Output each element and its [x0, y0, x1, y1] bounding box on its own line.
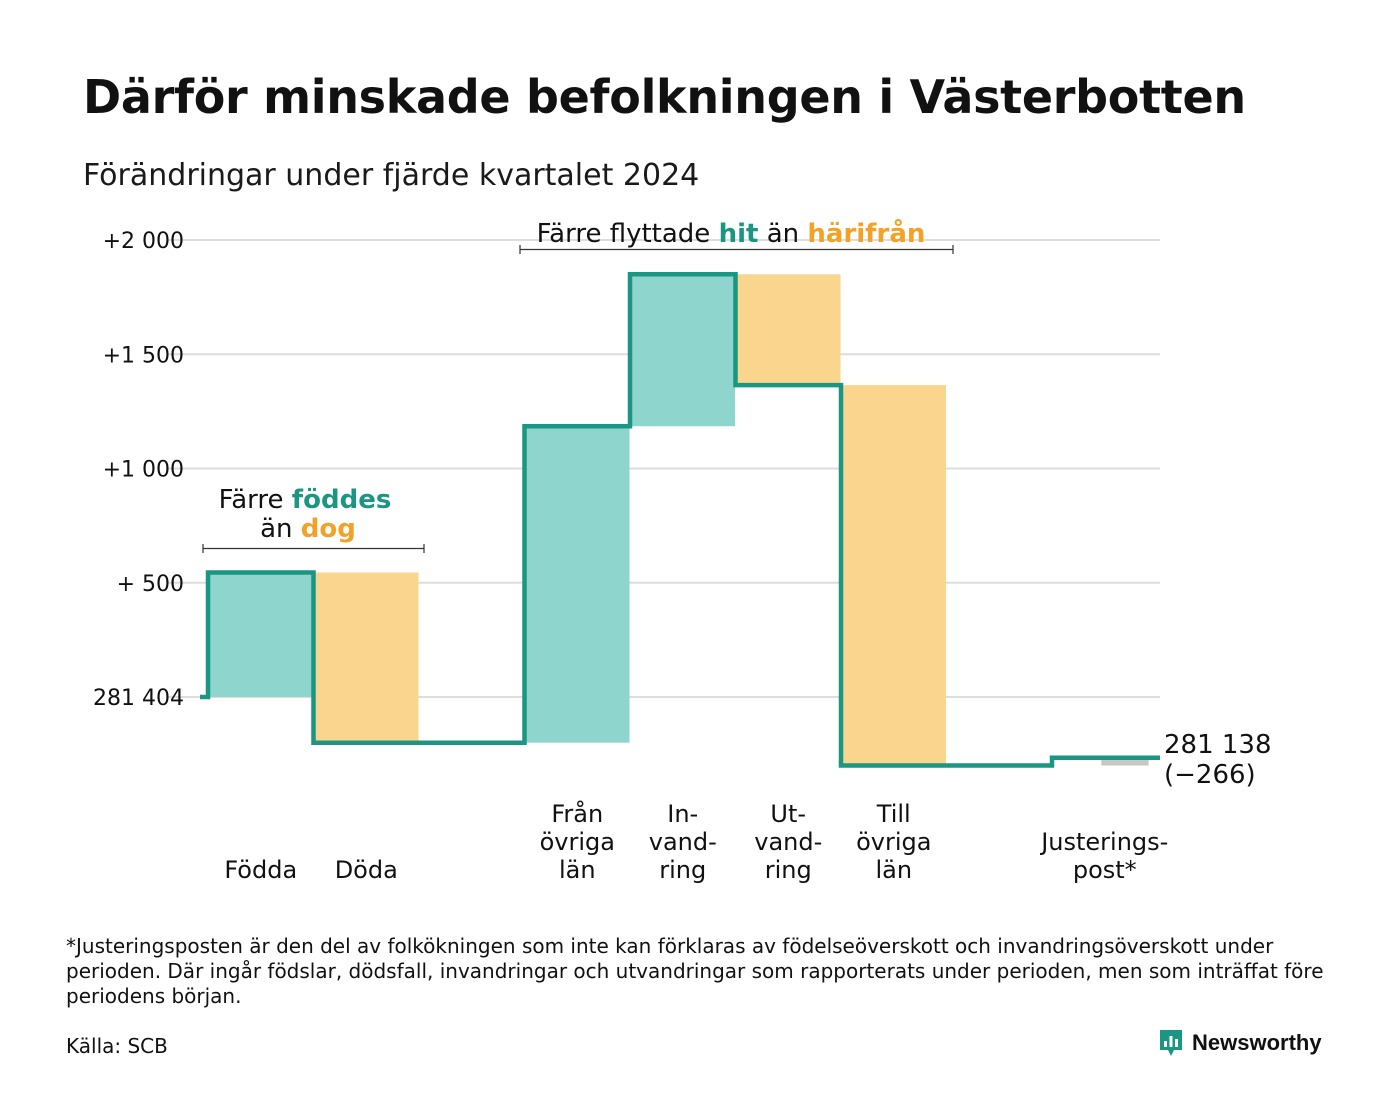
category-label: post*	[1073, 856, 1137, 884]
births-deaths-annotation-line1: Färre föddes	[219, 485, 392, 515]
category-label: ring	[659, 856, 706, 884]
migration-bracket	[519, 245, 954, 254]
y-tick-label: 281 404	[93, 686, 184, 711]
bar-utvandring	[735, 274, 841, 386]
bar-invandring	[630, 274, 735, 427]
running-total-path	[200, 272, 1160, 768]
category-label: övriga	[540, 828, 615, 856]
annotation-highlight-here: hit	[719, 219, 759, 249]
annotation-highlight-born: föddes	[292, 485, 392, 515]
category-label: Justerings-	[1039, 828, 1168, 856]
category-label: vand-	[649, 828, 717, 856]
newsworthy-logo-icon	[1160, 1030, 1182, 1056]
annotation-prefix: Färre	[219, 485, 284, 515]
births-deaths-annotation-line2: än dog	[260, 514, 356, 544]
end-total-label: 281 138	[1164, 730, 1272, 760]
category-label: Döda	[335, 856, 398, 884]
category-label: vand-	[754, 828, 822, 856]
bar-justeringspost	[1101, 757, 1149, 766]
brand-name: Newsworthy	[1192, 1030, 1322, 1055]
y-tick-label: +2 000	[103, 229, 184, 254]
category-label: län	[875, 856, 912, 884]
chart-subtitle: Förändringar under fjärde kvartalet 2024	[83, 158, 700, 193]
annotation-highlight-from-here: härifrån	[807, 217, 925, 249]
category-label: län	[559, 856, 596, 884]
category-label: Ut-	[770, 800, 806, 828]
bar-frånövrigalän	[524, 426, 630, 743]
chart-title: Därför minskade befolkningen i Västerbot…	[83, 70, 1246, 124]
annotation-prefix: Färre flyttade	[537, 219, 711, 249]
category-labels: Födda DödaFrånövrigalänIn-vand-ringUt-van…	[224, 799, 1168, 884]
y-axis-tick-labels: 281 404 + 500 +1 000 +1 500 +2 000	[93, 229, 184, 711]
annotation-middle: än	[260, 514, 292, 544]
running-total-line	[200, 272, 1160, 768]
migration-annotation: Färre flyttade hit än härifrån	[519, 217, 954, 254]
category-label: Till	[876, 800, 911, 828]
y-tick-label: +1 500	[103, 343, 184, 368]
category-label: Från	[551, 799, 603, 828]
newsworthy-brand[interactable]: Newsworthy	[1158, 1028, 1322, 1058]
migration-annotation-text: Färre flyttade hit än härifrån	[537, 217, 926, 249]
category-label: In-	[667, 800, 698, 828]
bar-födda	[208, 572, 313, 697]
births-deaths-annotation: Färre föddes än dog	[202, 485, 425, 553]
bar-tillövrigalän	[841, 385, 946, 766]
waterfall-chart: 281 404 + 500 +1 000 +1 500 +2 000 Födda Döda…	[93, 217, 1272, 884]
end-change-label: (−266)	[1164, 760, 1256, 790]
category-label: ring	[765, 856, 812, 884]
footnote: *Justeringsposten är den del av folkökni…	[66, 934, 1324, 1008]
category-label: övriga	[856, 828, 931, 856]
waterfall-bars	[208, 274, 1149, 766]
bar-döda	[313, 572, 419, 743]
category-label: Födda	[224, 856, 297, 884]
y-tick-label: +1 000	[103, 458, 184, 483]
y-tick-label: + 500	[117, 572, 184, 597]
births-deaths-bracket	[202, 544, 425, 553]
annotation-middle: än	[767, 219, 799, 249]
annotation-highlight-died: dog	[301, 514, 356, 544]
source-label: Källa: SCB	[66, 1034, 168, 1058]
